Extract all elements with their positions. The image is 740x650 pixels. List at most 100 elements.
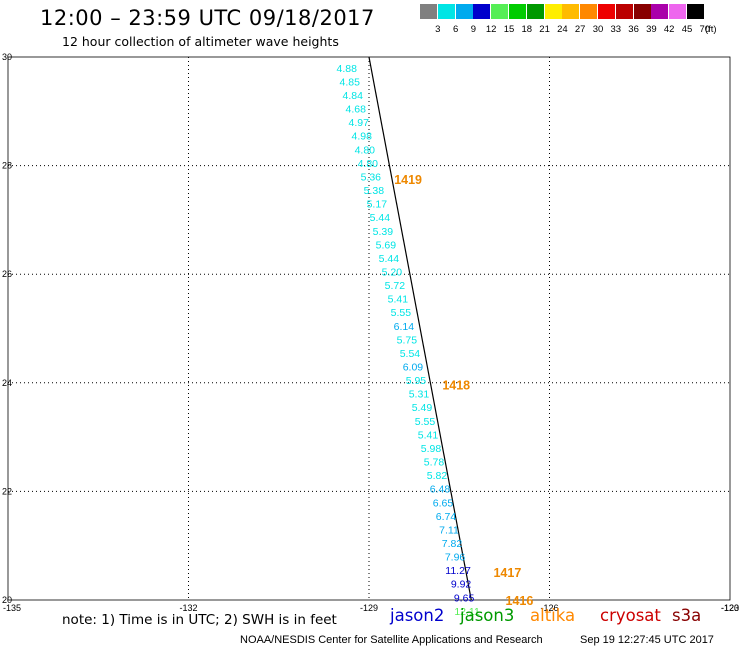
legend-label: 12 xyxy=(485,24,497,35)
legend-label: 18 xyxy=(521,24,533,35)
wave-height-value: 4.85 xyxy=(340,76,361,88)
legend-swatch xyxy=(598,4,615,19)
y-tick-label: 20 xyxy=(2,595,12,605)
y-tick-label: 30 xyxy=(2,52,12,62)
footer-credit: NOAA/NESDIS Center for Satellite Applica… xyxy=(240,634,543,646)
wave-height-value: 5.38 xyxy=(364,185,385,197)
page-subtitle: 12 hour collection of altimeter wave hei… xyxy=(62,34,339,49)
legend-label: 3 xyxy=(435,24,441,35)
legend-label: 42 xyxy=(663,24,675,35)
x-tick-label: -135 xyxy=(3,603,21,613)
wave-height-value: 4.97 xyxy=(349,117,370,129)
legend-label: 70 xyxy=(699,24,711,35)
legend-swatch xyxy=(669,4,687,19)
footer-note: note: 1) Time is in UTC; 2) SWH is in fe… xyxy=(62,612,337,628)
wave-height-value: 4.68 xyxy=(346,104,367,116)
wave-height-value: 4.80 xyxy=(355,144,376,156)
wave-height-value: 5.75 xyxy=(397,334,418,346)
wave-height-value: 4.84 xyxy=(343,90,364,102)
y-tick-label: 28 xyxy=(2,161,12,171)
wave-height-value: 5.36 xyxy=(361,171,382,183)
time-label: 1416 xyxy=(506,594,534,608)
legend-swatch xyxy=(544,4,562,19)
legend-unit: (ft) xyxy=(704,24,717,35)
wave-height-value: 5.95 xyxy=(406,375,427,387)
legend-label: 39 xyxy=(646,24,657,35)
legend-swatch xyxy=(615,4,633,19)
x-tick-label: -132 xyxy=(179,603,197,613)
legend-swatch xyxy=(455,4,473,19)
mission-altika: altika xyxy=(530,606,576,625)
x-tick-label: -120 xyxy=(721,603,739,613)
legend-swatch xyxy=(473,4,491,19)
wave-height-value: 5.78 xyxy=(424,457,445,469)
legend-swatch xyxy=(526,4,544,19)
mission-s3a: s3a xyxy=(672,606,702,625)
wave-height-value: 7.11 xyxy=(439,524,459,536)
legend-swatch xyxy=(580,4,598,19)
wave-height-value: 5.49 xyxy=(412,402,433,414)
wave-height-value: 5.39 xyxy=(373,226,394,238)
time-label: 1419 xyxy=(394,173,422,187)
legend-label: 21 xyxy=(539,24,550,35)
wave-height-value: 5.44 xyxy=(379,253,400,265)
wave-height-value: 7.82 xyxy=(442,538,463,550)
legend-label: 27 xyxy=(574,24,586,35)
satellite-track xyxy=(368,56,472,601)
wave-height-value: 4.88 xyxy=(337,63,358,75)
wave-height-value: 5.55 xyxy=(415,416,436,428)
wave-height-value: 5.98 xyxy=(421,443,442,455)
legend-swatch xyxy=(491,4,509,19)
legend-label: 36 xyxy=(628,24,639,35)
time-label: 1418 xyxy=(442,378,470,392)
mission-jason2: jason2 xyxy=(390,606,445,625)
legend-swatch xyxy=(509,4,526,19)
footer-timestamp: Sep 19 12:27:45 UTC 2017 xyxy=(580,634,714,646)
wave-height-value: 12.11 xyxy=(454,606,480,618)
legend-swatch xyxy=(633,4,651,19)
wave-height-value: 5.41 xyxy=(418,429,439,441)
wave-height-value: 5.20 xyxy=(382,266,403,278)
time-label: 1417 xyxy=(493,566,521,580)
wave-height-value: 5.54 xyxy=(400,348,421,360)
wave-height-value: 5.44 xyxy=(370,212,391,224)
x-tick-label: -123 xyxy=(721,603,739,613)
legend-label: 24 xyxy=(557,24,568,35)
wave-height-value: 4.98 xyxy=(352,131,373,143)
legend-label: 6 xyxy=(452,24,459,35)
legend-label: 45 xyxy=(681,24,693,35)
wave-height-value: 6.09 xyxy=(403,362,424,374)
page-title: 12:00 – 23:59 UTC 09/18/2017 xyxy=(40,6,375,30)
legend-swatch xyxy=(562,4,580,19)
legend-swatch xyxy=(651,4,669,19)
mission-jason3: jason3 xyxy=(460,606,515,625)
wave-height-value: 5.41 xyxy=(388,294,409,306)
wave-height-value: 5.69 xyxy=(376,239,397,251)
wave-height-value: 6.14 xyxy=(394,321,415,333)
wave-height-value: 9.92 xyxy=(451,579,472,591)
legend-label: 30 xyxy=(592,24,604,35)
wave-height-value: 5.17 xyxy=(367,199,388,211)
legend-label: 15 xyxy=(503,24,515,35)
wave-height-value: 9.65 xyxy=(454,592,475,604)
legend-label: 33 xyxy=(610,24,622,35)
y-tick-label: 22 xyxy=(2,486,12,496)
legend-swatch xyxy=(687,4,704,19)
y-tick-label: 26 xyxy=(2,269,12,279)
wave-height-value: 6.48 xyxy=(430,484,451,496)
wave-height-value: 5.82 xyxy=(427,470,448,482)
y-tick-label: 24 xyxy=(2,378,12,388)
wave-height-value: 6.65 xyxy=(433,497,454,509)
legend-swatch xyxy=(437,4,455,19)
mission-cryosat: cryosat xyxy=(600,606,661,625)
wave-height-value: 6.74 xyxy=(436,511,457,523)
wave-height-value: 5.55 xyxy=(391,307,412,319)
wave-height-value: 4.80 xyxy=(358,158,379,170)
wave-height-value: 5.31 xyxy=(409,389,430,401)
legend-swatch xyxy=(420,4,437,19)
x-tick-label: -129 xyxy=(360,603,378,613)
wave-height-value: 11.27 xyxy=(445,565,471,577)
wave-height-value: 5.72 xyxy=(385,280,406,292)
x-tick-label: -126 xyxy=(540,603,558,613)
